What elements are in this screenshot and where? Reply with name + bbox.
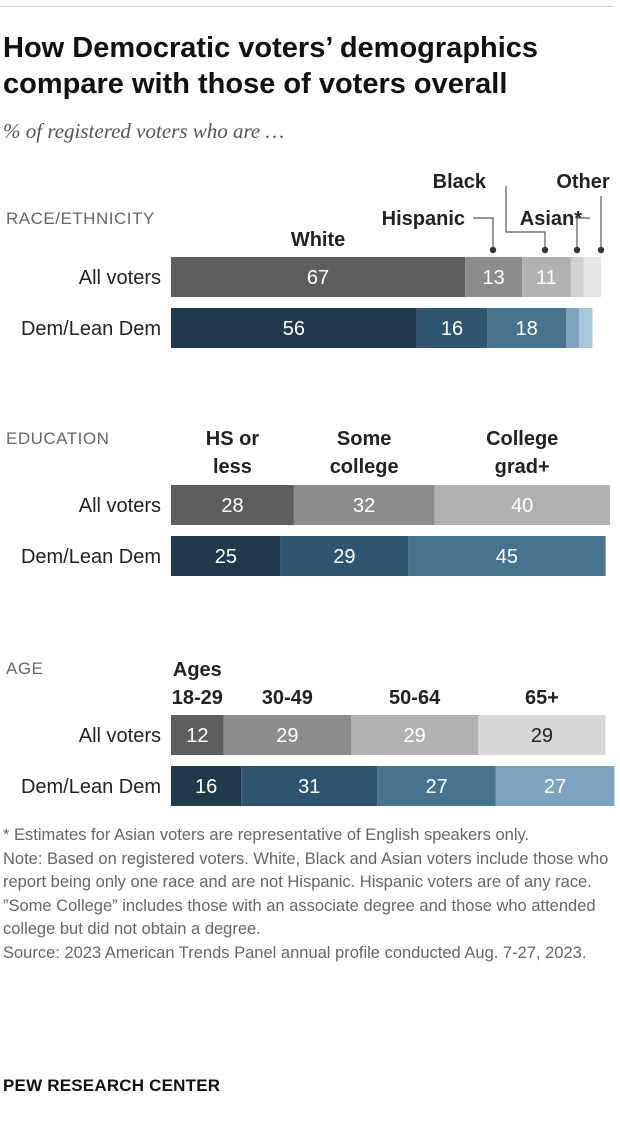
data-label: 16 [195, 776, 217, 798]
legend-leader-hispanic [473, 217, 494, 248]
data-label: 25 [215, 546, 237, 568]
footnote-source: Source: 2023 American Trends Panel annua… [3, 943, 587, 962]
footnotes: * Estimates for Asian voters are represe… [3, 824, 613, 965]
data-label: 28 [221, 495, 243, 517]
data-label: 29 [404, 725, 426, 747]
row-label: Dem/Lean Dem [21, 776, 161, 798]
bar-segment-hs-or-less [171, 485, 294, 525]
section-label-age: AGE [6, 659, 43, 678]
data-label: 29 [333, 546, 355, 568]
bar-segment-50-64 [377, 766, 496, 806]
legend-label-some-college: Some [337, 428, 391, 450]
brand-logo-text: PEW RESEARCH CENTER [3, 1076, 221, 1095]
legend-dot-asian [573, 246, 581, 254]
row-label: Dem/Lean Dem [21, 546, 161, 568]
data-label: 12 [186, 725, 208, 747]
bar-segment-black [522, 257, 571, 297]
bar-segment-other [583, 257, 602, 297]
legend-leader-asian [576, 217, 590, 248]
legend-label-ages-18-29: Ages [173, 659, 222, 681]
bar-segment-hispanic [465, 257, 523, 297]
legend-label-50-64: 50-64 [389, 687, 441, 709]
bar-segment-hs-or-less [171, 536, 281, 576]
legend-label-hispanic: Hispanic [382, 208, 465, 230]
bar-segment-black [487, 308, 567, 348]
section-label-education: EDUCATION [6, 429, 109, 448]
data-label: 11 [536, 267, 557, 289]
legend-label-black: Black [433, 171, 487, 193]
bar-segment-65 [478, 715, 606, 755]
data-label: 27 [425, 776, 447, 798]
data-label: 27 [544, 776, 566, 798]
data-label: 32 [353, 495, 375, 517]
legend-label-white: White [291, 229, 345, 251]
bar-segment-white [171, 257, 466, 297]
chart-subtitle: % of registered voters who are … [3, 119, 285, 143]
bar-segment-white [171, 308, 417, 348]
legend-dot-hispanic [489, 246, 497, 254]
bar-segment-30-49 [241, 766, 378, 806]
legend-label-asian: Asian* [520, 208, 582, 230]
top-rule [0, 6, 614, 7]
bar-segment-some-college [280, 536, 409, 576]
bar-segment-college-grad [434, 485, 610, 525]
legend-label-30-49: 30-49 [262, 687, 313, 709]
data-label: 67 [307, 267, 329, 289]
data-label: 29 [276, 725, 298, 747]
legend-label-hs-or-less: HS or [206, 428, 260, 450]
legend-label-college-grad: College [486, 428, 558, 450]
bar-segment-hispanic [416, 308, 488, 348]
chart-title: How Democratic voters’ demographics comp… [3, 32, 539, 100]
section-label-race-ethnicity: RACE/ETHNICITY [6, 209, 155, 228]
legend-dot-other [597, 246, 605, 254]
data-label: 45 [496, 546, 518, 568]
bar-segment-asian [570, 257, 584, 297]
bar-segment-30-49 [223, 715, 351, 755]
legend-label-65: 65+ [525, 687, 559, 709]
row-label: All voters [79, 267, 161, 289]
legend-label-other: Other [556, 171, 610, 193]
legend-label-college-grad: grad+ [495, 456, 550, 478]
bar-segment-ages-18-29 [171, 766, 242, 806]
bar-segment-some-college [293, 485, 435, 525]
legend-label-some-college: college [330, 456, 399, 478]
data-label: 56 [283, 318, 305, 340]
footnote-note: Note: Based on registered voters. White,… [3, 849, 609, 939]
bar-segment-65 [495, 766, 615, 806]
legend-leader-black [505, 186, 546, 248]
data-label: 29 [531, 725, 553, 747]
data-label: 16 [441, 318, 463, 340]
data-label: 18 [515, 318, 537, 340]
legend-label-hs-or-less: less [213, 456, 252, 478]
bar-segment-other [579, 308, 593, 348]
row-label: All voters [79, 495, 161, 517]
legend-dot-black [541, 246, 549, 254]
footnote-asian: * Estimates for Asian voters are represe… [3, 826, 530, 844]
row-label: All voters [79, 725, 161, 747]
bar-segment-asian [566, 308, 580, 348]
bar-segment-ages-18-29 [171, 715, 224, 755]
row-label: Dem/Lean Dem [21, 318, 161, 340]
legend-label-ages-18-29: 18-29 [172, 687, 223, 709]
data-label: 40 [511, 495, 533, 517]
data-label: 31 [298, 776, 320, 798]
bar-segment-50-64 [350, 715, 479, 755]
bar-segment-college-grad [408, 536, 606, 576]
data-label: 13 [483, 267, 505, 289]
